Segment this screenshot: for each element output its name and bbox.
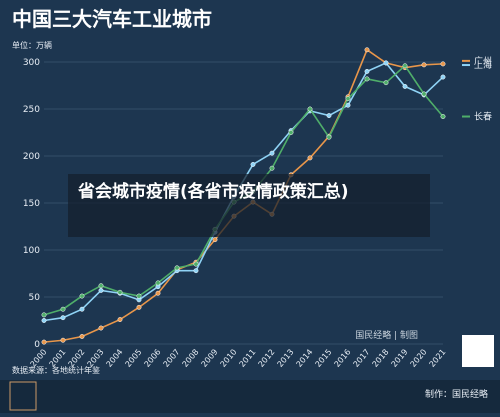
x-tick-label: 2020 (409, 348, 429, 369)
logo (9, 381, 37, 411)
point (136, 304, 142, 310)
watermark: 国民经略 | 制图 (355, 329, 418, 341)
legend-label: 上海 (474, 59, 492, 71)
point (269, 165, 275, 171)
point (60, 306, 66, 312)
x-tick-label: 2017 (352, 348, 372, 369)
point (402, 63, 408, 69)
point (307, 106, 313, 112)
y-tick-label: 250 (23, 105, 40, 115)
x-tick-label: 2016 (333, 348, 353, 369)
point (383, 80, 389, 86)
point (174, 265, 180, 271)
point (41, 318, 47, 323)
x-tick-label: 2004 (105, 348, 125, 369)
legend-label: 长春 (474, 111, 492, 123)
point (117, 317, 123, 323)
point (155, 290, 161, 296)
point (269, 150, 275, 156)
x-tick-label: 2008 (181, 348, 201, 369)
x-tick-label: 2014 (295, 348, 315, 369)
point (41, 312, 47, 318)
point (440, 61, 446, 67)
point (155, 280, 161, 286)
x-tick-label: 2007 (162, 348, 182, 369)
point (326, 134, 332, 140)
point (326, 113, 332, 119)
point (364, 47, 370, 53)
point (364, 76, 370, 82)
point (193, 268, 199, 274)
credit: 制作：国民经略 (425, 388, 488, 400)
x-tick-label: 2015 (314, 348, 334, 369)
x-tick-label: 2006 (143, 348, 163, 369)
source: 数据来源：各地统计年鉴 (12, 365, 100, 375)
x-tick-label: 2013 (276, 348, 296, 369)
point (250, 162, 256, 167)
x-tick-label: 2019 (390, 348, 410, 369)
y-tick-label: 50 (29, 293, 41, 303)
point (440, 74, 446, 80)
y-tick-label: 150 (23, 199, 40, 209)
unit-label: 单位：万辆 (12, 40, 52, 50)
overlay-text: 省会城市疫情(各省市疫情政策汇总) (68, 174, 430, 237)
point (421, 62, 427, 68)
x-tick-label: 2011 (238, 348, 258, 369)
point (383, 60, 389, 66)
qr-code (462, 335, 494, 367)
point (440, 114, 446, 119)
y-tick-label: 200 (23, 152, 40, 162)
point (41, 339, 47, 345)
footer-band (0, 380, 500, 413)
chart-title: 中国三大汽车工业城市 (12, 7, 212, 31)
point (98, 287, 104, 293)
point (117, 289, 123, 295)
point (421, 91, 427, 97)
y-tick-label: 300 (23, 58, 40, 68)
point (79, 306, 85, 312)
point (60, 337, 66, 343)
x-tick-label: 2009 (200, 348, 220, 369)
point (79, 293, 85, 299)
x-tick-label: 2012 (257, 348, 277, 369)
x-tick-label: 2021 (428, 348, 448, 369)
point (345, 96, 351, 102)
y-tick-label: 100 (23, 246, 40, 256)
point (193, 261, 199, 267)
legend-label: 广州 (474, 55, 492, 67)
x-tick-label: 2005 (124, 348, 144, 369)
point (98, 325, 104, 331)
point (345, 102, 351, 108)
point (136, 293, 142, 299)
point (402, 83, 408, 89)
point (60, 315, 66, 321)
point (364, 68, 370, 74)
x-tick-label: 2010 (219, 348, 239, 369)
point (288, 130, 294, 135)
point (98, 283, 104, 289)
point (307, 155, 313, 161)
y-tick-label: 0 (34, 340, 40, 350)
point (212, 237, 218, 243)
point (79, 334, 85, 339)
x-tick-label: 2018 (371, 348, 391, 369)
